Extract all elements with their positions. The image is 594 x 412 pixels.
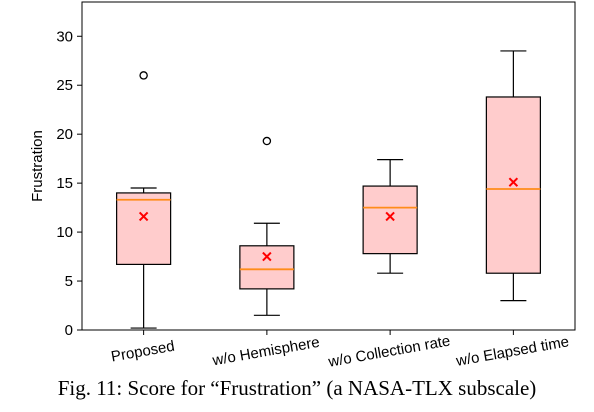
mean-marker: [138, 211, 149, 222]
x-tick-label: w/o Elapsed time: [454, 333, 570, 370]
iqr-box: [362, 185, 418, 255]
box-2: [239, 136, 295, 316]
y-tick-label: 15: [56, 175, 73, 192]
y-tick-label: 25: [56, 77, 73, 94]
mean-marker: [262, 251, 272, 262]
y-tick-label: 5: [65, 273, 73, 290]
mean-marker: [385, 211, 395, 222]
outlier-point: [139, 71, 148, 80]
mean-marker-stroke: [138, 211, 149, 222]
mean-marker-stroke: [508, 177, 519, 187]
box-3: [362, 159, 418, 274]
axes-frame: [81, 1, 576, 331]
mean-marker-stroke: [262, 251, 272, 262]
y-tick-label: 0: [65, 322, 73, 339]
box-1: [116, 71, 172, 329]
x-tick-label: w/o Hemisphere: [210, 334, 321, 370]
y-tick-label: 30: [56, 28, 73, 45]
iqr-box: [116, 192, 172, 265]
y-tick-label: 10: [56, 224, 73, 241]
mean-marker: [508, 177, 519, 187]
iqr-box: [485, 96, 541, 274]
frustration-box-plot: 0 5 10 15 20 25 30 Proposed w/o Hemisphere w/o Co…: [29, 1, 576, 371]
y-tick-label: 20: [56, 126, 73, 143]
outlier-point: [262, 136, 272, 146]
x-tick-label: w/o Collection rate: [326, 332, 451, 370]
plot-area: 0 5 10 15 20 25 30 Proposed w/o Hemisphere w/o Co…: [56, 28, 570, 371]
box-4: [485, 50, 541, 302]
iqr-box: [239, 245, 295, 290]
mean-marker-stroke: [385, 211, 395, 222]
y-axis-label: Frustration: [29, 130, 46, 202]
figure-caption: Fig. 11: Score for “Frustration” (a NASA…: [57, 376, 537, 400]
x-tick-label: Proposed: [110, 338, 176, 366]
